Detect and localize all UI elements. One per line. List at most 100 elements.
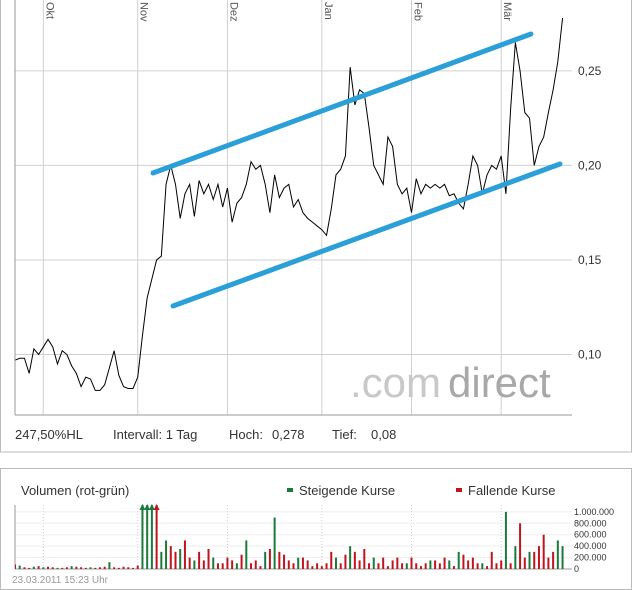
volume-bar [514,546,517,569]
x-tick-label: Dez [227,2,239,22]
volume-bar [448,560,451,569]
info-low: 0,08 [371,427,396,442]
volume-bar [103,566,106,569]
y-tick-label: 0,25 [578,64,602,78]
volume-bar [438,563,441,569]
volume-bar [273,517,276,569]
volume-bar [250,563,253,569]
y-tick-label: 1.000.000 [574,507,614,517]
price-line [15,17,564,391]
volume-bar [415,563,418,569]
y-tick-label: 200.000 [574,553,607,563]
volume-bar [486,566,489,569]
volume-bar [37,566,40,569]
x-tick-label: Nov [138,2,150,22]
volume-bar [56,567,59,569]
legend-swatch [456,488,462,492]
x-tick-label: Okt [43,2,55,19]
volume-bar [311,566,314,569]
volume-bar [429,560,432,569]
volume-bar [127,567,130,569]
volume-bar [467,560,470,569]
volume-bar [160,551,163,569]
volume-bar [434,560,437,569]
volume-bar [320,566,323,569]
volume-bar [358,560,361,569]
volume-bar [306,560,309,569]
volume-bar [254,560,257,569]
y-tick-label: 400.000 [574,541,607,551]
volume-bar [462,554,465,569]
volume-bar [150,505,153,569]
overflow-arrow [148,504,155,510]
legend-label: Steigende Kurse [299,483,395,498]
trend-line [150,31,534,176]
volume-bar [165,540,168,569]
y-tick-label: 0,10 [578,347,602,361]
volume-bar [18,565,21,569]
volume-bar [368,563,371,569]
y-tick-label: 0,15 [578,253,602,267]
volume-bar [278,551,281,569]
volume-bar [179,549,182,569]
volume-bar [405,563,408,569]
volume-bar [301,557,304,569]
volume-bar [226,557,229,569]
volume-bar [476,563,479,569]
volume-bar [509,563,512,569]
volume-bar [419,566,422,569]
overflow-arrow [139,504,146,510]
info-high: 0,278 [272,427,305,442]
volume-bar [316,563,319,569]
overflow-arrow [144,504,151,510]
volume-bar [452,566,455,569]
volume-bar [424,563,427,569]
y-tick-label: 0 [574,564,579,574]
timestamp: 23.03.2011 15:23 Uhr [12,575,109,586]
info-ratio: 247,50%HL [15,427,83,442]
volume-bar [122,566,125,569]
volume-bar [61,567,64,569]
volume-bar [259,566,262,569]
y-tick-label: 0,20 [578,158,602,172]
volume-bar [132,567,135,569]
volume-bar [523,557,526,569]
volume-bar [547,557,550,569]
volume-bar [15,564,16,569]
volume-bar [216,563,219,569]
volume-bar [339,563,342,569]
volume-bar [193,560,196,569]
volume-bar [202,560,205,569]
volume-bar [410,557,413,569]
volume-bar [391,560,394,569]
trend-line [170,161,563,309]
volume-bar [245,540,248,569]
volume-bar [268,549,271,569]
volume-bar [264,551,267,569]
volume-bar [89,567,92,569]
x-tick-label: Jan [322,2,334,20]
volume-bar [349,546,352,569]
volume-bar [457,551,460,569]
volume-bar [146,505,149,569]
volume-bar [377,563,380,569]
volume-bar [98,567,101,569]
volume-bar [552,551,555,569]
overflow-arrow [153,504,160,510]
volume-bar [561,546,564,569]
y-tick-label: 600.000 [574,530,607,540]
volume-bar [495,563,498,569]
volume-bar [198,551,201,569]
volume-bar [287,560,290,569]
logo-com: .com [350,359,441,406]
volume-bar [42,567,45,569]
volume-bar [519,523,522,569]
volume-bar [372,557,375,569]
volume-bar [542,534,545,569]
volume-bar [183,540,186,569]
volume-bar [344,554,347,569]
volume-bar [136,565,139,569]
volume-bar [70,566,73,569]
volume-bar [363,549,366,569]
